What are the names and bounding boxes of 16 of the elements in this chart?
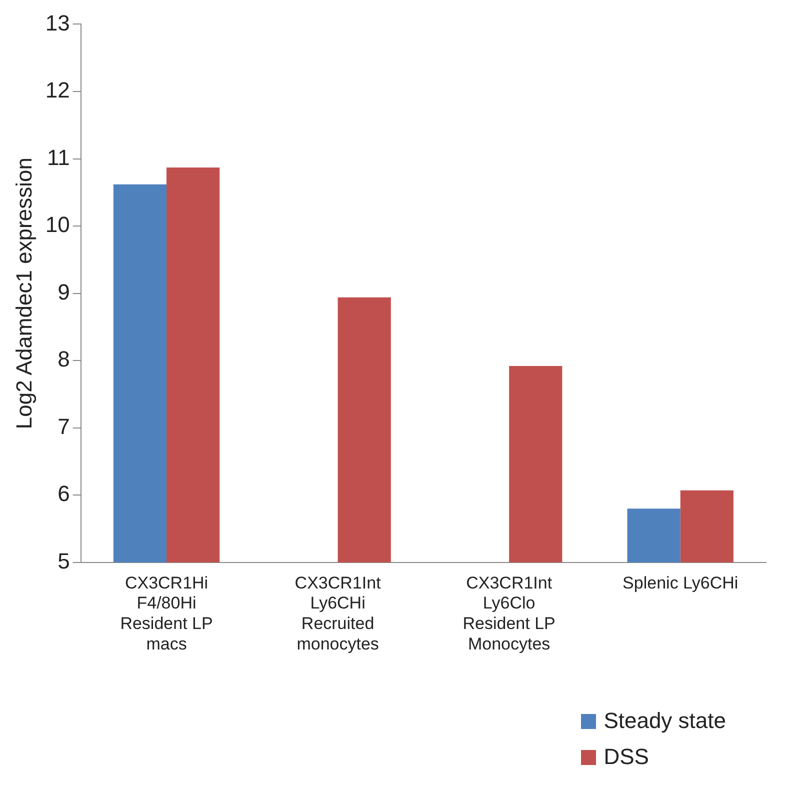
y-tick-label: 11 — [47, 144, 70, 170]
y-tick-label: 9 — [58, 279, 70, 304]
x-tick-label: CX3CR1Int Ly6Clo Resident LP Monocytes — [462, 573, 556, 654]
legend-label: Steady state — [604, 708, 726, 734]
y-axis-title: Log2 Adamdec1 expression — [11, 158, 36, 430]
y-tick-label: 13 — [45, 10, 70, 36]
y-tick-label: 6 — [58, 481, 70, 506]
y-tick-label: 12 — [45, 78, 70, 103]
legend-label: DSS — [604, 744, 649, 770]
x-tick-label: Splenic Ly6CHi — [622, 573, 738, 592]
y-tick-label: 5 — [58, 548, 70, 574]
y-tick-label: 7 — [58, 414, 70, 439]
x-tick-label: CX3CR1Hi F4/80Hi Resident LP macs — [120, 573, 213, 654]
y-tick-label: 8 — [58, 346, 70, 372]
x-tick-label: CX3CR1Int Ly6CHi Recruited monocytes — [294, 573, 382, 654]
y-tick-label: 10 — [45, 212, 70, 238]
